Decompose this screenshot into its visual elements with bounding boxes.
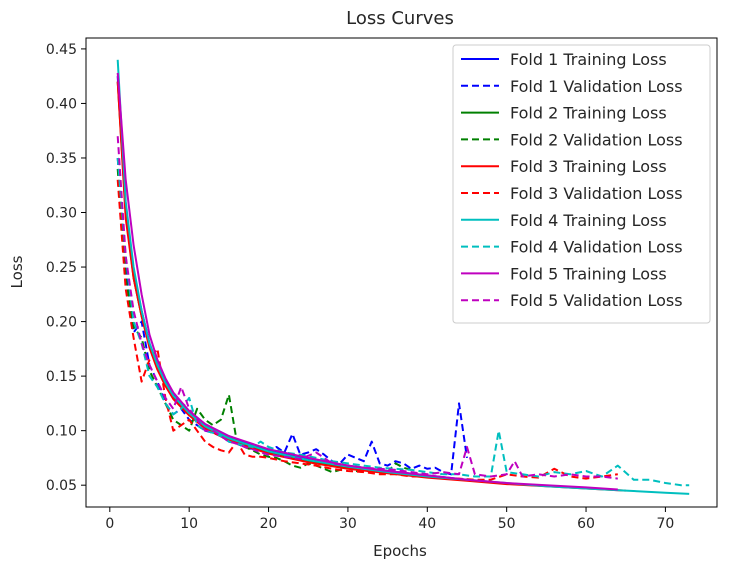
legend-label: Fold 5 Training Loss bbox=[510, 264, 667, 283]
y-tick-label: 0.25 bbox=[46, 260, 77, 276]
y-tick-label: 0.30 bbox=[46, 206, 77, 222]
x-tick-label: 10 bbox=[180, 516, 198, 532]
legend-label: Fold 2 Training Loss bbox=[510, 104, 667, 123]
legend: Fold 1 Training Loss Fold 1 Validation Lo… bbox=[452, 44, 711, 324]
legend-label: Fold 1 Training Loss bbox=[510, 50, 667, 69]
plot-area bbox=[116, 59, 690, 495]
y-tick-label: 0.45 bbox=[46, 42, 77, 58]
legend-label: Fold 5 Validation Loss bbox=[510, 291, 683, 310]
y-tick-label: 0.10 bbox=[46, 424, 77, 440]
x-tick-label: 40 bbox=[418, 516, 436, 532]
x-tick-label: 70 bbox=[656, 516, 674, 532]
legend-label: Fold 3 Validation Loss bbox=[510, 184, 683, 203]
y-tick-label: 0.20 bbox=[46, 315, 77, 331]
series-line-6 bbox=[116, 179, 618, 481]
legend-label: Fold 4 Validation Loss bbox=[510, 238, 683, 257]
x-axis-title: Epochs bbox=[373, 542, 427, 560]
axis-ticks: 0 10 20 30 40 50 60 70 0.05 0.10 0.15 0.20 0.25 0.30 0… bbox=[46, 42, 674, 532]
x-tick-label: 30 bbox=[339, 516, 357, 532]
y-tick-label: 0.05 bbox=[46, 478, 77, 494]
legend-label: Fold 1 Validation Loss bbox=[510, 77, 683, 96]
y-axis-title: Loss bbox=[8, 255, 26, 288]
series-line-2 bbox=[116, 157, 468, 476]
legend-label: Fold 4 Training Loss bbox=[510, 211, 667, 230]
y-tick-label: 0.35 bbox=[46, 151, 77, 167]
legend-box bbox=[452, 44, 711, 324]
y-tick-label: 0.15 bbox=[46, 369, 77, 385]
series-line-9 bbox=[116, 72, 618, 491]
axes-frame bbox=[85, 37, 718, 508]
legend-label: Fold 3 Training Loss bbox=[510, 157, 667, 176]
x-tick-label: 0 bbox=[105, 516, 114, 532]
series-line-10 bbox=[116, 136, 618, 480]
chart-title: Loss Curves bbox=[346, 8, 454, 29]
y-tick-label: 0.40 bbox=[46, 96, 77, 112]
x-tick-label: 50 bbox=[498, 516, 516, 532]
series-line-4 bbox=[116, 168, 412, 474]
x-tick-label: 20 bbox=[260, 516, 278, 532]
x-tick-label: 60 bbox=[577, 516, 595, 532]
legend-label: Fold 2 Validation Loss bbox=[510, 130, 683, 149]
series-line-7 bbox=[116, 59, 690, 495]
series-line-3 bbox=[116, 81, 412, 476]
